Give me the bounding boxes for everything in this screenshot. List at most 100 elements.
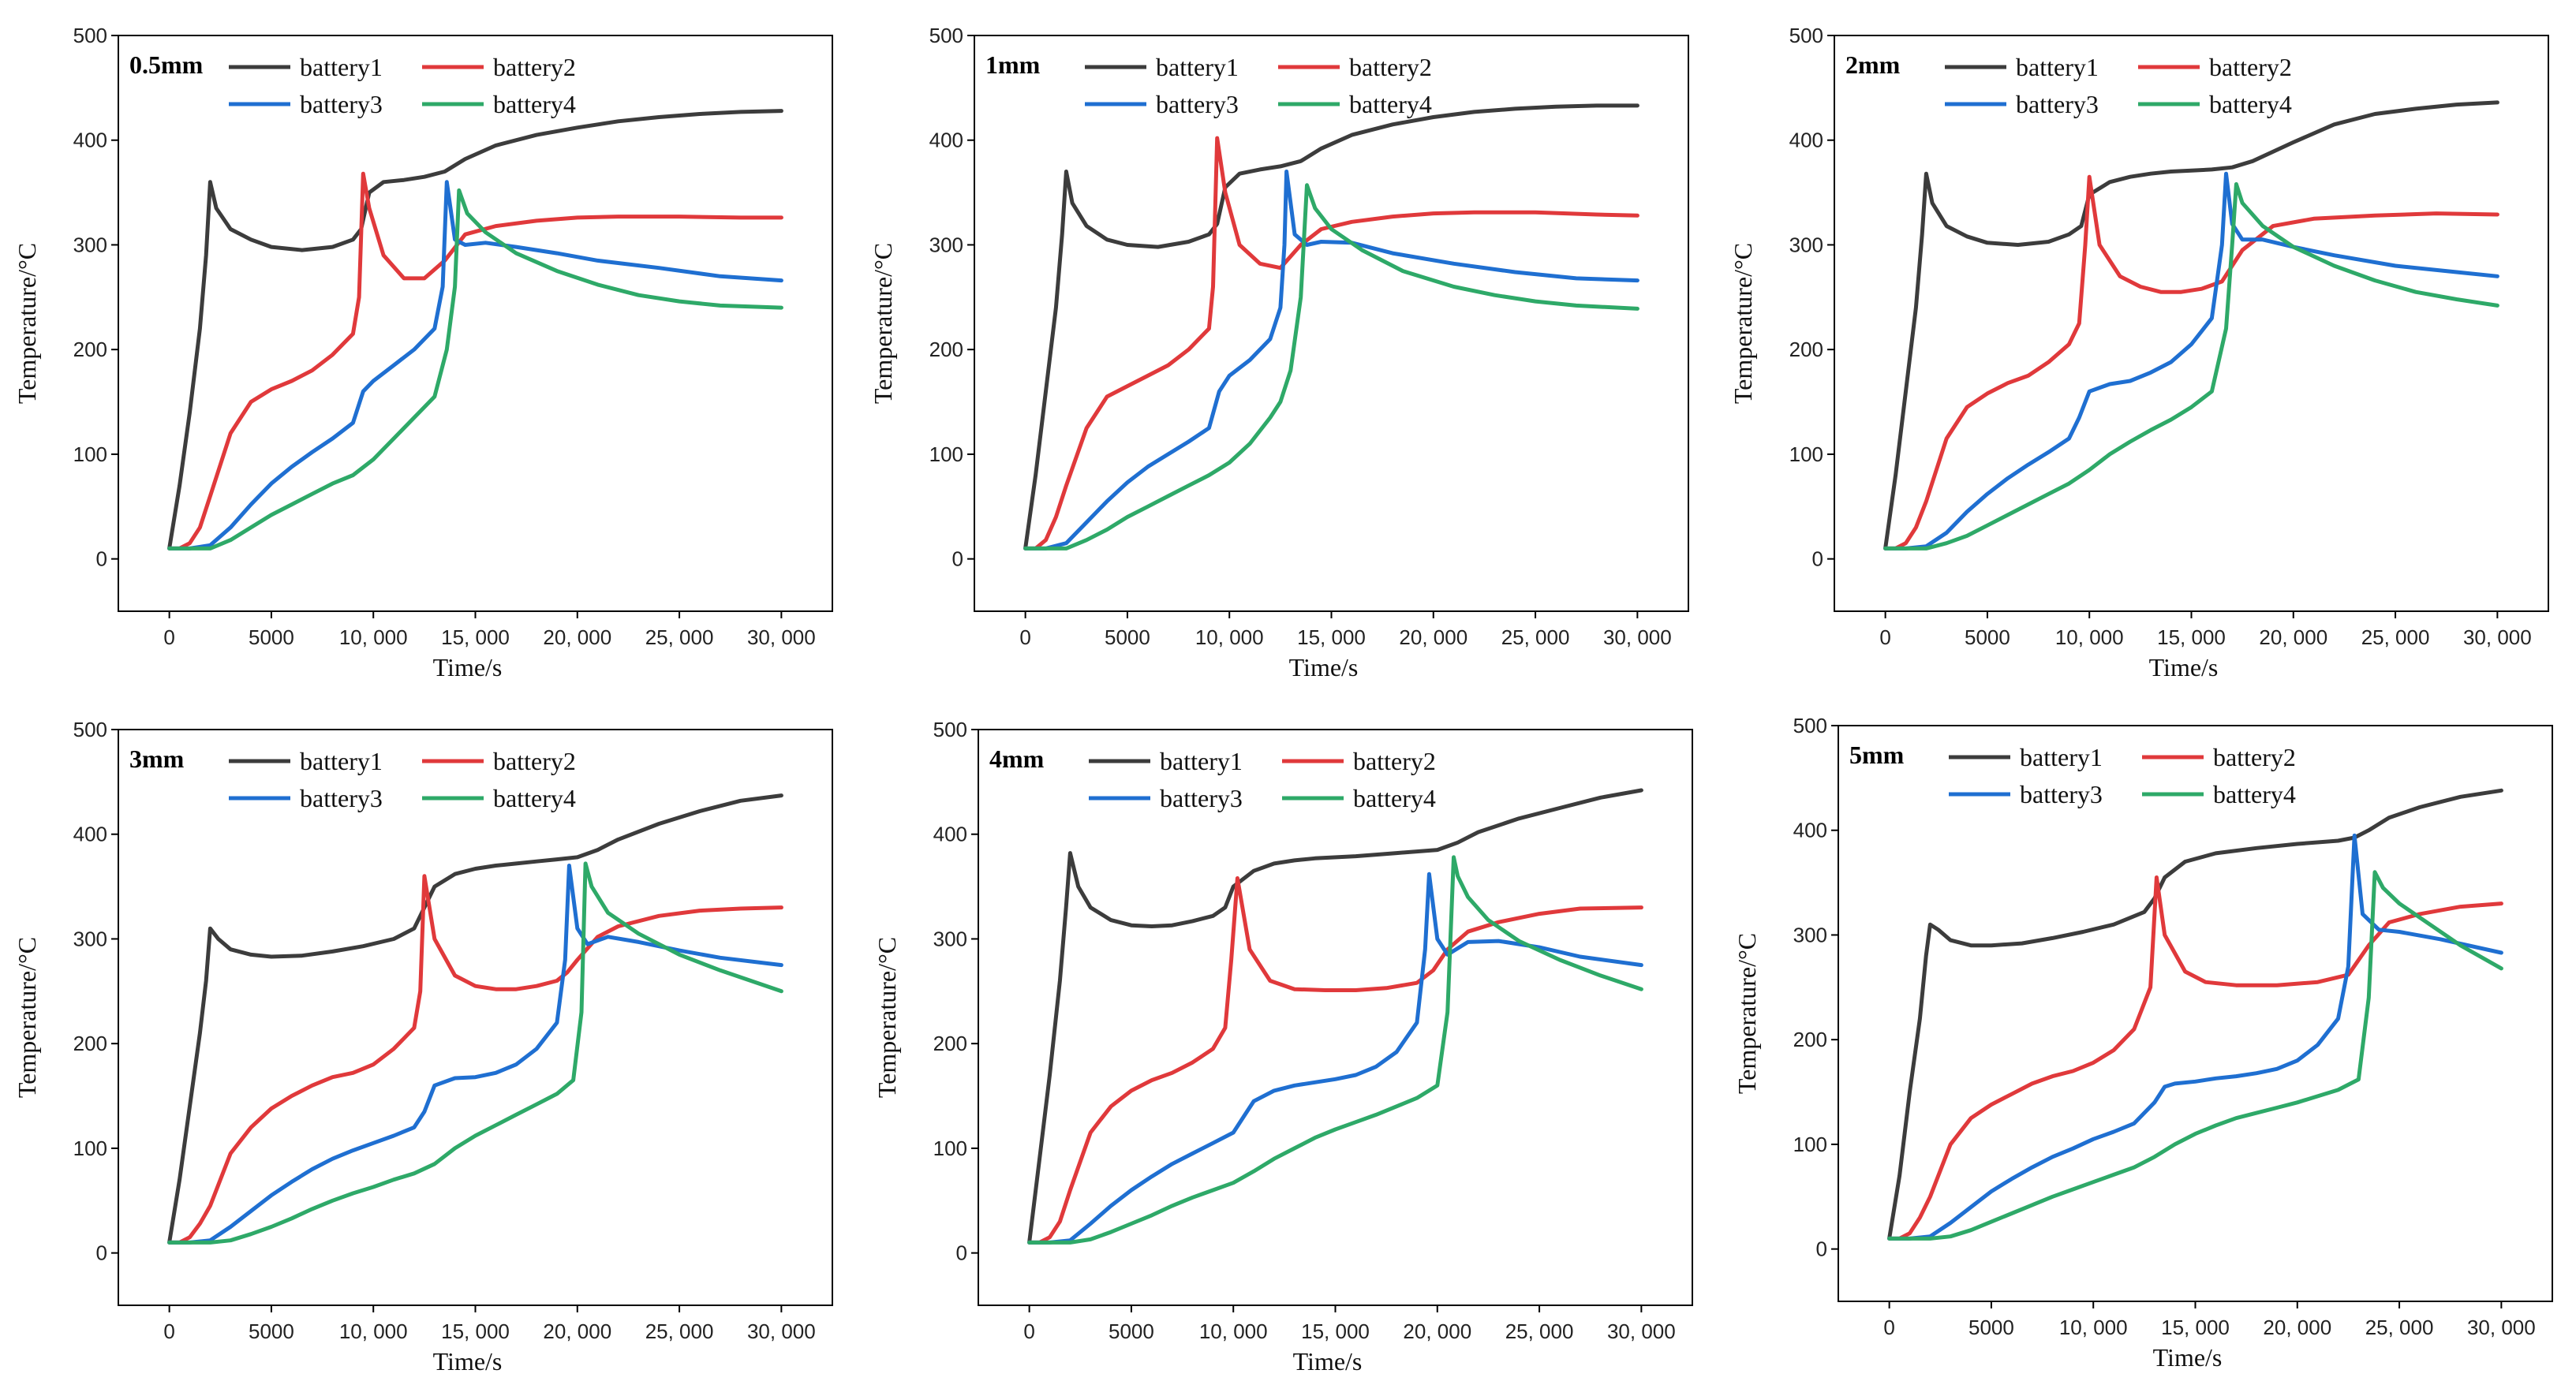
y-tick-label: 400: [73, 129, 107, 152]
x-tick-label: 30, 000: [2463, 625, 2532, 649]
y-axis-title: Temperature/°C: [869, 243, 897, 404]
x-tick-label: 20, 000: [2263, 1316, 2331, 1339]
x-tick-label: 5000: [1968, 1316, 2014, 1339]
series-group: [1887, 788, 2503, 1241]
series-line-battery3: [1023, 170, 1639, 551]
y-tick-label: 400: [933, 823, 967, 846]
plot-frame: [1834, 35, 2549, 612]
x-tick-label: 15, 000: [1297, 625, 1366, 649]
legend-label-battery3: battery3: [300, 90, 383, 118]
x-tick-label: 5000: [249, 1319, 294, 1343]
series-line-battery1: [167, 793, 783, 1245]
y-tick-label: 200: [1789, 338, 1823, 361]
legend-label-battery4: battery4: [1353, 784, 1436, 812]
x-axis-title: Time/s: [1289, 653, 1359, 681]
y-tick-label: 400: [1789, 129, 1823, 152]
y-tick-label: 500: [73, 718, 107, 741]
series-line-battery1: [167, 109, 783, 551]
legend-label-battery4: battery4: [1349, 90, 1432, 118]
x-axis-title: Time/s: [2149, 653, 2219, 681]
legend-label-battery3: battery3: [1160, 784, 1243, 812]
series-group: [167, 793, 783, 1245]
x-tick-label: 25, 000: [645, 625, 714, 649]
legend-label-battery4: battery4: [2213, 780, 2296, 808]
series-line-battery4: [167, 188, 783, 551]
x-tick-label: 10, 000: [1199, 1319, 1268, 1343]
legend-label-battery4: battery4: [493, 90, 576, 118]
x-tick-label: 25, 000: [645, 1319, 714, 1343]
x-tick-label: 20, 000: [2259, 625, 2327, 649]
panel-thickness-label: 4mm: [989, 745, 1045, 773]
panel-thickness-label: 5mm: [1849, 741, 1905, 769]
series-line-battery3: [1887, 833, 2503, 1241]
y-tick-label: 300: [933, 927, 967, 950]
panel-4mm: 0 5000 10, 000 15, 000 20, 000 25, 000 30, 000…: [873, 718, 1693, 1375]
x-tick-label: 0: [163, 625, 174, 649]
x-tick-label: 15, 000: [441, 1319, 510, 1343]
plot-frame: [978, 729, 1693, 1306]
y-tick-label: 300: [1789, 233, 1823, 256]
y-tick-label: 400: [929, 129, 963, 152]
x-tick-label: 30, 000: [1603, 625, 1672, 649]
y-tick-label: 500: [933, 718, 967, 741]
x-tick-label: 25, 000: [1505, 1319, 1574, 1343]
series-line-battery2: [1883, 174, 2499, 551]
y-tick-label: 300: [73, 927, 107, 950]
y-tick-label: 0: [96, 1241, 107, 1265]
x-tick-label: 0: [1023, 1319, 1034, 1343]
series-group: [1023, 103, 1639, 551]
y-tick-label: 400: [1793, 819, 1827, 842]
panel-thickness-label: 2mm: [1845, 50, 1901, 79]
x-tick-label: 30, 000: [747, 625, 816, 649]
panel-3mm: 0 5000 10, 000 15, 000 20, 000 25, 000 30, 000…: [13, 718, 833, 1375]
series-line-battery1: [1023, 103, 1639, 551]
panel-thickness-label: 1mm: [985, 50, 1041, 79]
series-line-battery4: [1887, 870, 2503, 1241]
y-tick-label: 300: [73, 233, 107, 256]
series-line-battery4: [1027, 855, 1643, 1245]
y-tick-label: 500: [1793, 714, 1827, 737]
legend-label-battery4: battery4: [2209, 90, 2292, 118]
series-line-battery1: [1027, 788, 1643, 1245]
x-tick-label: 5000: [249, 625, 294, 649]
panel-1mm: 0 5000 10, 000 15, 000 20, 000 25, 000 30, 000…: [869, 24, 1689, 681]
series-line-battery3: [1027, 872, 1643, 1245]
y-tick-label: 200: [73, 338, 107, 361]
legend-label-battery1: battery1: [300, 747, 383, 775]
y-tick-label: 0: [1816, 1237, 1827, 1261]
y-tick-label: 200: [933, 1032, 967, 1055]
series-line-battery1: [1887, 788, 2503, 1241]
legend-label-battery3: battery3: [1156, 90, 1239, 118]
series-line-battery3: [167, 180, 783, 551]
x-tick-label: 5000: [1109, 1319, 1154, 1343]
series-line-battery2: [1887, 875, 2503, 1241]
series-line-battery2: [167, 171, 783, 551]
series-line-battery4: [1023, 183, 1639, 551]
y-tick-label: 100: [929, 442, 963, 466]
x-tick-label: 10, 000: [1195, 625, 1264, 649]
y-axis-title: Temperature/°C: [13, 243, 41, 404]
legend-label-battery1: battery1: [2016, 53, 2099, 81]
panel-thickness-label: 0.5mm: [129, 50, 204, 79]
legend-label-battery2: battery2: [2213, 743, 2296, 771]
series-line-battery2: [1027, 876, 1643, 1245]
y-tick-label: 100: [73, 1137, 107, 1160]
series-line-battery3: [1883, 171, 2499, 551]
series-line-battery3: [167, 864, 783, 1245]
y-tick-label: 100: [1789, 442, 1823, 466]
y-tick-label: 200: [929, 338, 963, 361]
series-line-battery4: [1883, 182, 2499, 551]
legend-label-battery2: battery2: [493, 53, 576, 81]
legend-label-battery1: battery1: [300, 53, 383, 81]
panel-2mm: 0 5000 10, 000 15, 000 20, 000 25, 000 30, 000…: [1729, 24, 2549, 681]
series-line-battery2: [1023, 136, 1639, 551]
y-axis-title: Temperature/°C: [1733, 933, 1761, 1094]
y-tick-label: 100: [1793, 1133, 1827, 1156]
x-tick-label: 25, 000: [1501, 625, 1570, 649]
x-tick-label: 5000: [1965, 625, 2010, 649]
y-tick-label: 200: [73, 1032, 107, 1055]
y-axis-title: Temperature/°C: [873, 937, 901, 1098]
x-tick-label: 10, 000: [2055, 625, 2124, 649]
x-tick-label: 0: [1883, 1316, 1894, 1339]
